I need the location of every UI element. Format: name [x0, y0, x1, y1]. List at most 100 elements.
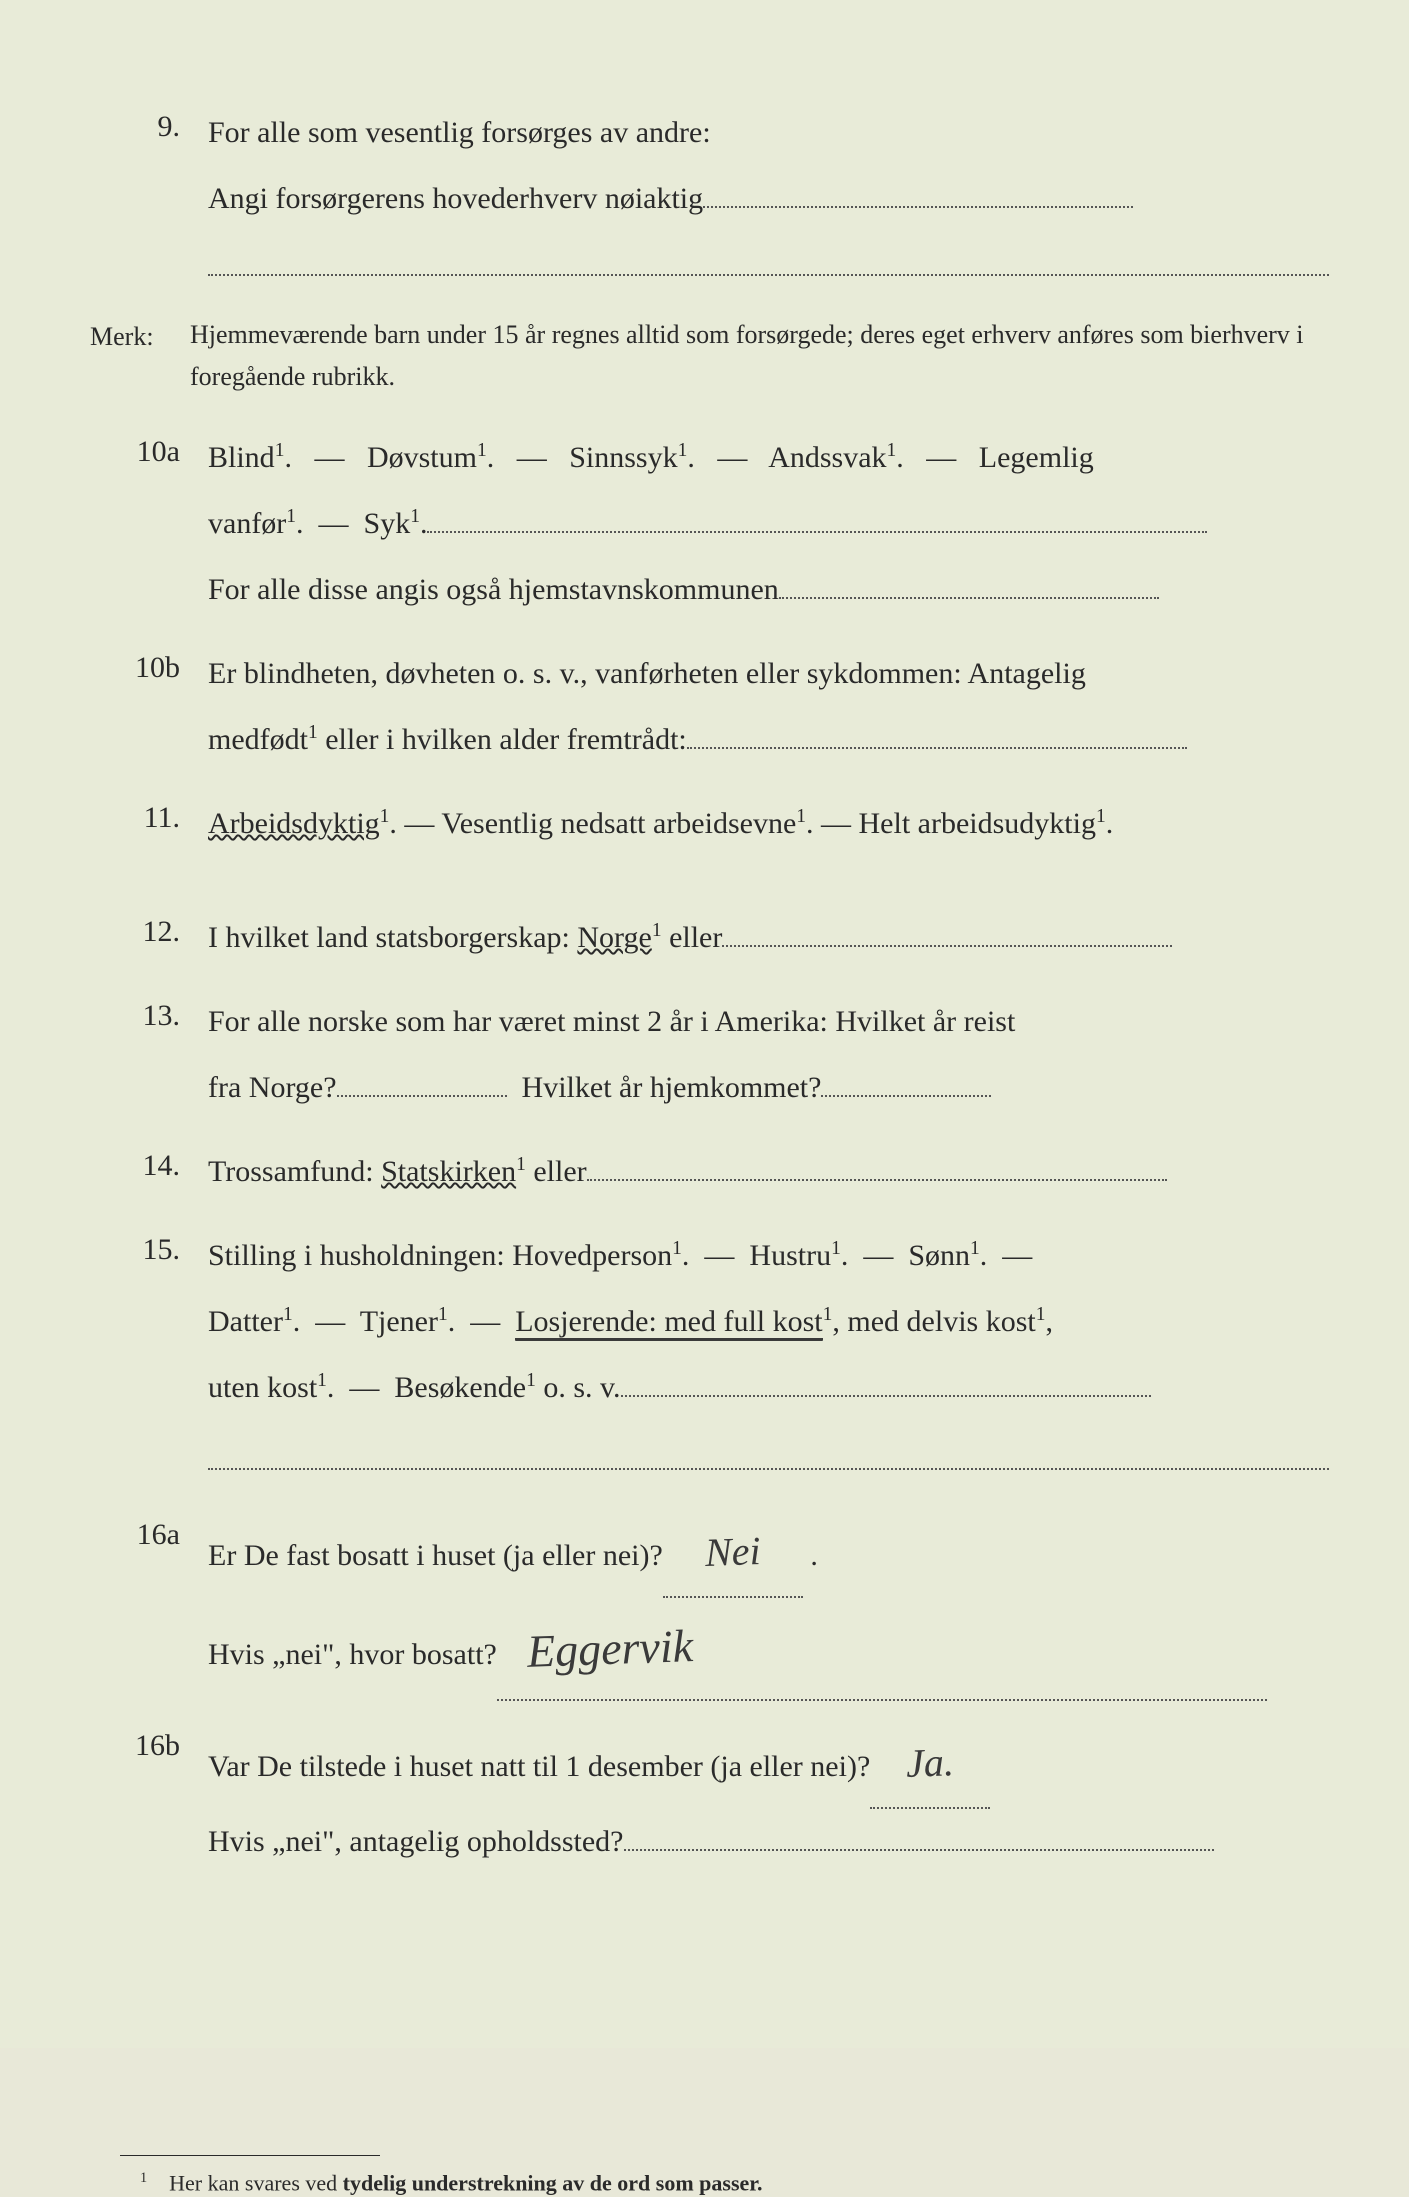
q9-line1: For alle som vesentlig forsørges av andr…	[208, 116, 711, 149]
q11-nedsatt: Vesentlig nedsatt arbeidsevne	[441, 807, 796, 840]
sup: 1	[516, 1154, 526, 1175]
blank-line[interactable]	[427, 531, 1207, 533]
dash: —	[470, 1305, 500, 1338]
blank-line[interactable]	[208, 1466, 1329, 1470]
sup: 1	[1096, 806, 1106, 827]
q12-eller: eller	[669, 921, 722, 954]
question-12: 12. I hvilket land statsborgerskap: Norg…	[90, 905, 1329, 971]
q10a-sinnssyk: Sinnssyk	[569, 441, 677, 474]
merk-note: Merk: Hjemmeværende barn under 15 år reg…	[90, 314, 1329, 397]
q10b-medfodt: medfødt	[208, 723, 308, 756]
dash: —	[704, 1239, 734, 1272]
q10a-legemlig: Legemlig	[979, 441, 1094, 474]
q15-sonn: Sønn	[908, 1239, 970, 1272]
blank-line[interactable]	[722, 945, 1172, 947]
q10a-dovstum: Døvstum	[367, 441, 477, 474]
q16a-num: 16a	[90, 1508, 208, 1701]
sup: 1	[678, 440, 688, 461]
q9-content: For alle som vesentlig forsørges av andr…	[208, 100, 1329, 296]
blank-line[interactable]	[687, 747, 1187, 749]
sup: 1	[308, 722, 318, 743]
sup: 1	[410, 506, 420, 527]
dot: .	[284, 441, 292, 474]
dot: .	[448, 1305, 456, 1338]
dash: —	[821, 807, 851, 840]
q16a-line2: Hvis „nei", hvor bosatt?	[208, 1638, 497, 1671]
q10a-content: Blind1. — Døvstum1. — Sinnssyk1. — Andss…	[208, 425, 1329, 623]
question-9: 9. For alle som vesentlig forsørges av a…	[90, 100, 1329, 296]
dash: —	[315, 1305, 345, 1338]
blank-line[interactable]	[621, 1395, 1151, 1397]
question-16a: 16a Er De fast bosatt i huset (ja eller …	[90, 1508, 1329, 1701]
sup: 1	[438, 1304, 448, 1325]
q10b-num: 10b	[90, 641, 208, 773]
question-16b: 16b Var De tilstede i huset natt til 1 d…	[90, 1719, 1329, 1875]
q14-eller: eller	[533, 1155, 586, 1188]
q11-content: Arbeidsdyktig 1. — Vesentlig nedsatt arbe…	[208, 791, 1329, 857]
q9-num: 9.	[90, 100, 208, 296]
q13-content: For alle norske som har været minst 2 år…	[208, 989, 1329, 1121]
handwritten-place: Eggervik	[525, 1595, 694, 1702]
blank-line[interactable]	[624, 1849, 1214, 1851]
q15-content: Stilling i husholdningen: Hovedperson1. …	[208, 1223, 1329, 1490]
question-14: 14. Trossamfund: Statskirken1 eller	[90, 1139, 1329, 1205]
dash: —	[717, 441, 747, 474]
q16a-line1: Er De fast bosatt i huset (ja eller nei)…	[208, 1539, 663, 1572]
sup: 1	[526, 1370, 536, 1391]
q12-num: 12.	[90, 905, 208, 971]
question-13: 13. For alle norske som har været minst …	[90, 989, 1329, 1121]
sup: 1	[275, 440, 285, 461]
blank-line[interactable]	[337, 1095, 507, 1097]
q10b-content: Er blindheten, døvheten o. s. v., vanfør…	[208, 641, 1329, 773]
question-11: 1 1. Arbeidsdyktig 1. — Vesentlig nedsatt …	[90, 791, 1329, 857]
q16b-answer1[interactable]: Ja.	[870, 1719, 990, 1809]
blank-line[interactable]	[703, 206, 1133, 208]
footnote-b: tydelig understrekning av de ord som pas…	[343, 2171, 763, 2196]
q10a-line3: For alle disse angis også hjemstavnskomm…	[208, 573, 779, 606]
q16a-answer2[interactable]: Eggervik	[497, 1598, 1267, 1701]
q13-hjem: Hvilket år hjemkommet?	[522, 1071, 822, 1104]
question-15: 15. Stilling i husholdningen: Hovedperso…	[90, 1223, 1329, 1490]
sup: 1	[796, 806, 806, 827]
question-10b: 10b Er blindheten, døvheten o. s. v., va…	[90, 641, 1329, 773]
footnote: 1 Her kan svares ved tydelig understrekn…	[140, 2170, 1329, 2196]
q14-num: 14.	[90, 1139, 208, 1205]
handwritten-ja: Ja.	[905, 1719, 956, 1809]
blank-line[interactable]	[779, 597, 1159, 599]
dash: —	[517, 441, 547, 474]
q15-hustru: Hustru	[749, 1239, 831, 1272]
sup: 1	[1036, 1304, 1046, 1325]
q10a-blind: Blind	[208, 441, 275, 474]
footnote-a: Her kan svares ved	[169, 2171, 343, 2196]
blank-line[interactable]	[208, 272, 1329, 276]
sup: 1	[317, 1370, 327, 1391]
dot: .	[980, 1239, 988, 1272]
sup: 1	[672, 1238, 682, 1259]
dot: .	[1106, 807, 1114, 840]
q13-num: 13.	[90, 989, 208, 1121]
blank-line[interactable]	[587, 1179, 1167, 1181]
dash: —	[349, 1371, 379, 1404]
sup: 1	[652, 920, 662, 941]
q13-fra: fra Norge?	[208, 1071, 337, 1104]
q15-besokende: Besøkende	[394, 1371, 526, 1404]
q16a-answer1[interactable]: Nei	[663, 1508, 803, 1598]
q11-arbeidsdyktig: Arbeidsdyktig	[208, 807, 380, 840]
dash: —	[863, 1239, 893, 1272]
q10b-rest: eller i hvilken alder fremtrådt:	[318, 723, 687, 756]
q15-delvis: med delvis kost	[847, 1305, 1035, 1338]
dash: —	[319, 507, 349, 540]
q15-num: 15.	[90, 1223, 208, 1490]
q16b-num: 16b	[90, 1719, 208, 1875]
q16b-line2: Hvis „nei", antagelig opholdssted?	[208, 1825, 624, 1858]
q16b-line1: Var De tilstede i huset natt til 1 desem…	[208, 1750, 870, 1783]
merk-label: Merk:	[90, 314, 190, 397]
q14-statskirken: Statskirken	[381, 1155, 516, 1188]
dot: .	[327, 1371, 335, 1404]
q10a-andssvak: Andssvak	[768, 441, 886, 474]
dot: .	[682, 1239, 690, 1272]
sup: 1	[970, 1238, 980, 1259]
sup: 1	[283, 1304, 293, 1325]
dash: —	[404, 807, 434, 840]
blank-line[interactable]	[821, 1095, 991, 1097]
